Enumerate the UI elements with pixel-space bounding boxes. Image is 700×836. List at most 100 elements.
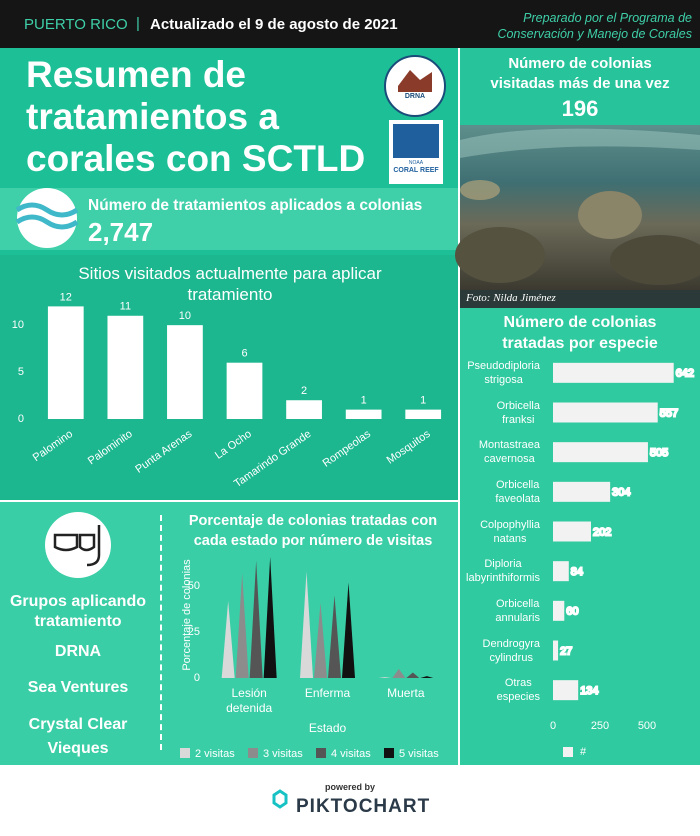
legend-label: 5 visitas [399,748,439,760]
triangle-bar [314,602,327,678]
triangle-bar [263,556,277,678]
region: PUERTO RICO [24,16,128,33]
photo-surface [460,128,700,158]
bar [345,409,382,419]
legend-label: 3 visitas [263,748,303,760]
bar [47,306,84,419]
y-tick-label: Diploria labyrinthiformis [466,558,540,585]
bar [553,600,565,621]
bar [107,315,144,419]
value-label: 202 [593,526,611,538]
triangle-bar [300,571,313,678]
top-bar [0,0,700,48]
triangle-bar [420,676,434,678]
value-label: 6 [241,348,247,360]
y-tick-label: 5 [18,366,24,378]
revisited-label: Número de colonias visitadas más de una … [490,55,670,92]
snorkel-art [53,525,101,567]
photo-coral [578,191,642,239]
revisited-panel [460,48,700,125]
bar [553,640,559,661]
bar [553,362,674,383]
y-tick-label: Orbicella franksi [496,399,540,426]
photo-rock [610,235,700,285]
group-item: Sea Ventures [27,679,129,696]
drna-logo-text: DRNA [404,93,426,100]
triangle-bar [235,573,249,678]
y-tick-label: Otras especies [496,677,540,704]
main-title: Resumen de tratamientos a corales con SC… [26,54,366,179]
value-label: 642 [676,368,694,380]
treatments-value: 2,747 [88,217,154,247]
divider [160,515,162,750]
chart-title: Porcentaje de colonias tratadas con cada… [188,513,438,549]
x-tick-label: Enferma [304,686,351,700]
treatments-label: Número de tratamientos aplicados a colon… [88,197,423,214]
value-label: 505 [650,447,668,459]
value-label: 12 [60,291,72,303]
value-label: 134 [580,685,598,697]
value-label: 10 [179,310,191,322]
bar [553,680,579,701]
y-tick-label: 0 [194,672,200,684]
x-tick-label: Lesión detenida [226,686,273,715]
footer [0,765,700,836]
group-item: DRNA [54,643,102,660]
y-tick-label: 25 [188,626,200,638]
legend-swatch [563,747,573,757]
y-tick-label: 0 [18,413,24,425]
water-waves [15,202,79,230]
powered-by: powered by [324,782,375,792]
noaa-logo-art [393,124,439,158]
y-axis-label: Porcentaje de colonias [181,558,193,671]
bar [226,362,263,419]
photo-credit: Foto: Nilda Jiménez [466,292,556,304]
y-tick-label: Pseudodiploria strigosa [467,359,540,386]
triangle-bar [392,668,406,678]
value-label: 1 [361,395,367,407]
y-tick-label: Orbicella faveolata [495,478,541,505]
triangle-bar [328,595,341,678]
x-tick-label: Palominito [86,428,135,467]
brand: PIKTOCHART [296,796,431,817]
bar [553,402,658,423]
triangle-bar [406,672,420,678]
chart-title: Sitios visitados actualmente para aplica… [78,264,382,304]
groups-title: Grupos aplicando tratamiento [9,593,146,630]
x-tick-label: 500 [638,720,656,732]
triangle-bar [342,582,355,678]
noaa-logo-text: NOAA [408,160,424,166]
legend-label: # [580,746,587,758]
revisited-value: 196 [561,96,599,121]
bar [553,561,569,582]
x-tick-label: Muerta [387,686,425,700]
y-tick-label: 10 [12,319,24,331]
updated-date: Actualizado el 9 de agosto de 2021 [150,16,398,33]
x-tick-label: Palomino [31,428,75,464]
y-tick-label: Orbicella annularis [495,597,540,624]
y-tick-label: Dendrogyra cylindrus [482,637,540,664]
photo-rock [455,227,545,283]
value-label: 304 [612,487,630,499]
coral-reef-logo-text: CORAL REEF [393,167,439,174]
value-label: 11 [120,301,131,313]
photo-coral [460,180,500,200]
triangle-bar [249,560,263,678]
drna-logo-art [398,70,432,92]
bar [286,400,322,419]
y-tick-label: Montastraea cavernosa [478,439,540,466]
value-label: 1 [420,395,426,407]
legend-swatch [316,748,326,758]
bar [553,521,591,542]
legend-swatch [180,748,190,758]
value-label: 60 [566,606,578,618]
legend-label: 2 visitas [195,748,235,760]
caption-band [460,290,700,308]
bar [405,409,442,419]
group-item: Crystal Clear Vieques [28,716,128,757]
triangle-bar [378,677,392,678]
brand-icon [272,789,288,809]
value-label: 27 [560,645,572,657]
